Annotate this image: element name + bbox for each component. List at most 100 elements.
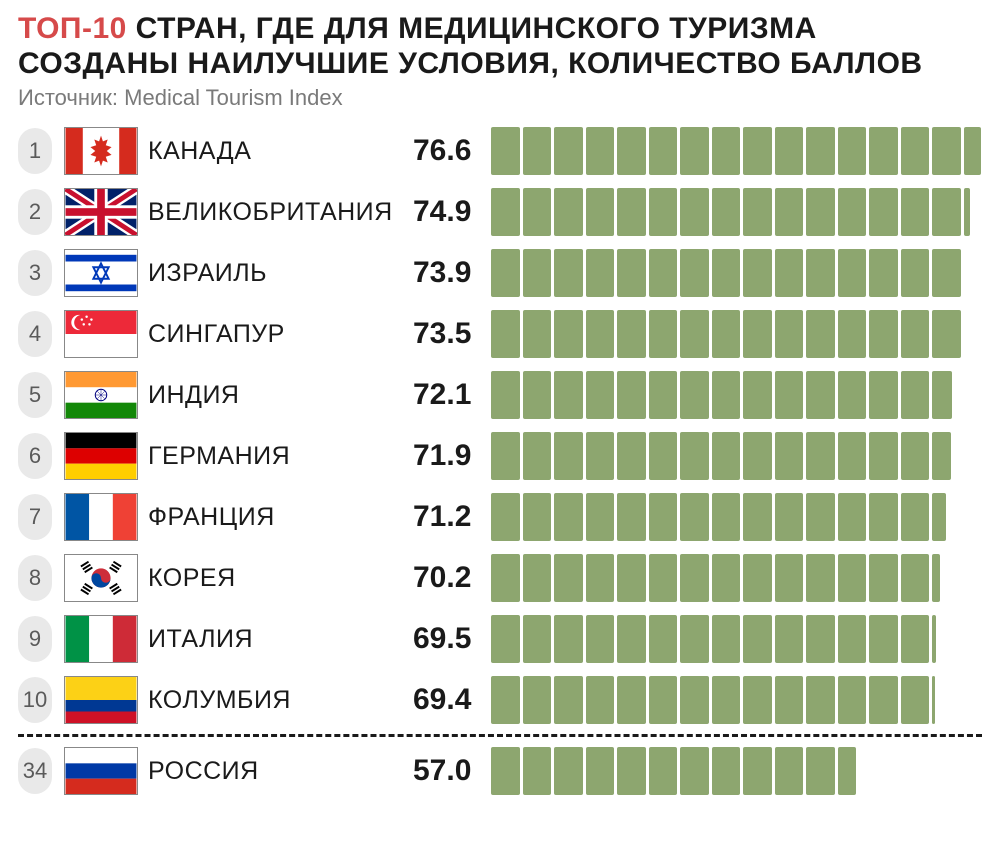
bar-segment <box>932 249 961 297</box>
bar-segment <box>932 493 946 541</box>
bar-segment <box>869 310 898 358</box>
bar-segment <box>775 371 804 419</box>
bar-segment <box>649 432 678 480</box>
bar-container <box>491 188 982 236</box>
score-value: 76.6 <box>413 134 491 168</box>
bar-segment <box>869 371 898 419</box>
country-name: ВЕЛИКОБРИТАНИЯ <box>148 198 413 227</box>
bar-segment <box>743 310 772 358</box>
bar-segment <box>649 188 678 236</box>
country-row: 5ИНДИЯ72.1 <box>18 369 982 421</box>
bar-segment <box>964 188 971 236</box>
bar-segment <box>806 554 835 602</box>
bar-segment <box>901 371 930 419</box>
bar-segment <box>680 493 709 541</box>
score-value: 71.2 <box>413 500 491 534</box>
bar-segment <box>775 127 804 175</box>
bar-segment <box>649 747 678 795</box>
bar-segment <box>932 615 936 663</box>
bar-segment <box>901 249 930 297</box>
colombia-flag-icon <box>64 676 138 724</box>
rank-pill: 6 <box>18 433 52 479</box>
bar-segment <box>680 615 709 663</box>
bar-segment <box>617 747 646 795</box>
country-row: 3ИЗРАИЛЬ73.9 <box>18 247 982 299</box>
bar-segment <box>743 615 772 663</box>
bar-segment <box>649 554 678 602</box>
bar-segment <box>491 493 520 541</box>
bar-segment <box>586 554 615 602</box>
bar-segment <box>649 371 678 419</box>
bar-segment <box>932 676 935 724</box>
bar-segment <box>712 554 741 602</box>
bar-segment <box>712 615 741 663</box>
russia-flag-icon <box>64 747 138 795</box>
bar-segment <box>680 554 709 602</box>
bar-segment <box>491 310 520 358</box>
country-row: 8КОРЕЯ70.2 <box>18 552 982 604</box>
bar-segment <box>554 188 583 236</box>
bar-segment <box>901 310 930 358</box>
bar-segment <box>586 615 615 663</box>
bar-segment <box>617 432 646 480</box>
germany-flag-icon <box>64 432 138 480</box>
bar-segment <box>649 310 678 358</box>
bar-segment <box>617 188 646 236</box>
bar-segment <box>806 188 835 236</box>
bar-segment <box>680 188 709 236</box>
bar-segment <box>743 127 772 175</box>
bar-segment <box>649 676 678 724</box>
bar-segment <box>775 615 804 663</box>
dashed-divider <box>18 734 982 737</box>
country-name: КОРЕЯ <box>148 564 413 593</box>
bar-segment <box>838 493 867 541</box>
bar-segment <box>491 371 520 419</box>
rank-pill: 34 <box>18 748 52 794</box>
bar-segment <box>617 371 646 419</box>
bar-segment <box>838 432 867 480</box>
bar-segment <box>901 554 930 602</box>
bar-segment <box>680 127 709 175</box>
country-row: 4СИНГАПУР73.5 <box>18 308 982 360</box>
country-name: КОЛУМБИЯ <box>148 686 413 715</box>
bar-segment <box>523 554 552 602</box>
bar-segment <box>775 747 804 795</box>
rank-pill: 10 <box>18 677 52 723</box>
bar-segment <box>649 615 678 663</box>
bar-segment <box>806 615 835 663</box>
bar-container <box>491 249 982 297</box>
bar-segment <box>712 127 741 175</box>
bar-segment <box>806 493 835 541</box>
bar-segment <box>901 493 930 541</box>
bar-segment <box>743 371 772 419</box>
rank-pill: 5 <box>18 372 52 418</box>
bar-segment <box>680 371 709 419</box>
bar-segment <box>554 554 583 602</box>
bar-segment <box>586 371 615 419</box>
bar-segment <box>775 493 804 541</box>
bar-segment <box>523 676 552 724</box>
score-value: 57.0 <box>413 754 491 788</box>
bar-container <box>491 615 982 663</box>
score-value: 72.1 <box>413 378 491 412</box>
bar-segment <box>869 615 898 663</box>
bar-segment <box>901 615 930 663</box>
country-row: 7ФРАНЦИЯ71.2 <box>18 491 982 543</box>
country-row: 1КАНАДА76.6 <box>18 125 982 177</box>
score-value: 74.9 <box>413 195 491 229</box>
country-name: СИНГАПУР <box>148 320 413 349</box>
bar-container <box>491 432 982 480</box>
bar-segment <box>554 676 583 724</box>
bar-segment <box>491 127 520 175</box>
bar-segment <box>901 127 930 175</box>
bar-segment <box>712 371 741 419</box>
bar-segment <box>775 310 804 358</box>
bar-segment <box>680 432 709 480</box>
bar-segment <box>586 676 615 724</box>
bar-segment <box>617 676 646 724</box>
rank-pill: 8 <box>18 555 52 601</box>
bar-segment <box>523 615 552 663</box>
bar-segment <box>554 249 583 297</box>
country-row: 2ВЕЛИКОБРИТАНИЯ74.9 <box>18 186 982 238</box>
bar-segment <box>743 747 772 795</box>
